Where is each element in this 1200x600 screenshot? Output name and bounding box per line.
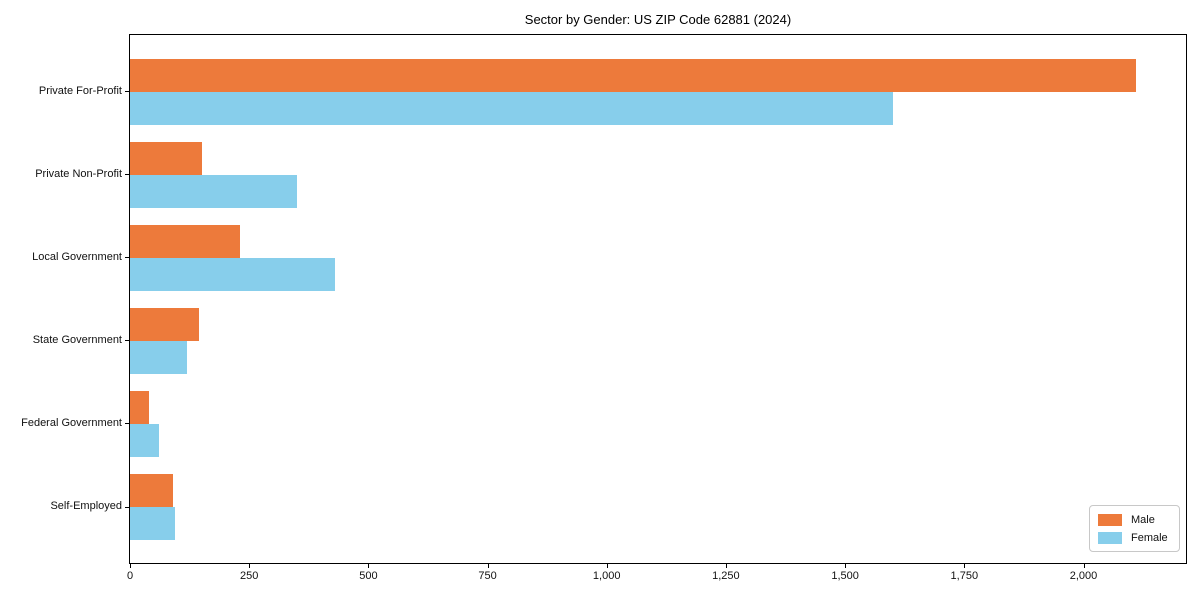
legend: Male Female xyxy=(1089,505,1180,552)
x-tick-1,500 xyxy=(845,564,847,568)
y-tick-label-state-government: State Government xyxy=(32,333,122,346)
x-tick-label-250: 250 xyxy=(240,570,259,582)
bar-female-private-non-profit xyxy=(130,174,297,208)
y-tick-private-for-profit xyxy=(125,91,129,92)
x-tick-750 xyxy=(487,564,489,568)
x-tick-label-1,500: 1,500 xyxy=(831,570,859,582)
legend-swatch-female xyxy=(1098,532,1122,544)
chart-title: Sector by Gender: US ZIP Code 62881 (202… xyxy=(524,12,792,27)
bar-female-federal-government xyxy=(130,423,159,457)
x-tick-1,250 xyxy=(725,564,727,568)
bar-male-private-for-profit xyxy=(130,58,1136,92)
bar-male-federal-government xyxy=(130,390,150,424)
y-tick-label-local-government: Local Government xyxy=(32,250,122,263)
y-tick-state-government xyxy=(125,340,129,342)
y-tick-label-self-employed: Self-Employed xyxy=(50,500,122,512)
legend-label-male: Male xyxy=(1131,514,1155,526)
y-tick-federal-government xyxy=(125,423,129,425)
x-tick-label-0: 0 xyxy=(126,570,134,582)
y-tick-label-private-non-profit: Private Non-Profit xyxy=(35,167,122,180)
x-tick-label-1,750: 1,750 xyxy=(950,570,979,582)
x-tick-1,750 xyxy=(964,564,966,568)
legend-item-female: Female xyxy=(1098,530,1171,546)
x-tick-label-1,000: 1,000 xyxy=(592,570,621,582)
y-tick-self-employed xyxy=(125,506,129,508)
bar-male-private-non-profit xyxy=(130,141,202,175)
legend-label-female: Female xyxy=(1131,532,1168,544)
x-tick-label-1,250: 1,250 xyxy=(712,570,740,582)
legend-item-male: Male xyxy=(1098,512,1171,528)
x-tick-label-500: 500 xyxy=(359,570,378,582)
bar-female-private-for-profit xyxy=(130,91,893,125)
plot-area xyxy=(129,34,1187,564)
bar-female-self-employed xyxy=(130,507,176,540)
x-tick-250 xyxy=(249,564,251,568)
bar-male-state-government xyxy=(130,307,200,341)
y-tick-local-government xyxy=(125,257,129,259)
x-tick-2,000 xyxy=(1083,564,1085,568)
bar-male-local-government xyxy=(130,224,240,258)
bar-male-self-employed xyxy=(130,474,173,507)
y-tick-private-non-profit xyxy=(125,174,129,176)
x-tick-1,000 xyxy=(606,564,608,568)
y-tick-label-federal-government: Federal Government xyxy=(21,416,122,429)
x-tick-0 xyxy=(130,564,131,568)
x-tick-500 xyxy=(368,564,370,568)
bar-female-state-government xyxy=(130,340,188,374)
y-tick-label-private-for-profit: Private For-Profit xyxy=(38,84,122,97)
bar-female-local-government xyxy=(130,257,335,291)
legend-swatch-male xyxy=(1098,514,1122,526)
x-tick-label-2,000: 2,000 xyxy=(1069,570,1098,582)
x-tick-label-750: 750 xyxy=(478,570,497,582)
